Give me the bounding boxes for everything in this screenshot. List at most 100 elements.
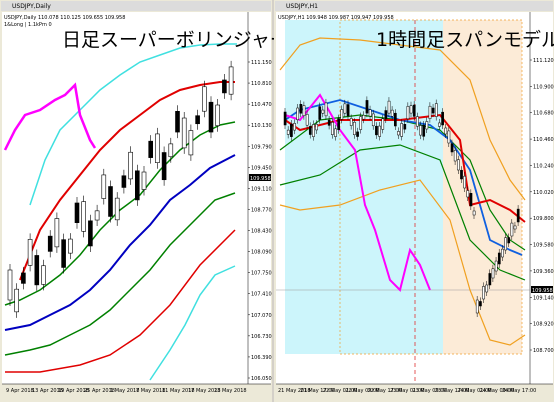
candle bbox=[397, 131, 400, 136]
candle bbox=[54, 218, 60, 248]
candle bbox=[371, 113, 375, 127]
candle bbox=[290, 123, 293, 137]
candle bbox=[148, 140, 153, 158]
candle bbox=[447, 130, 451, 144]
candle bbox=[425, 121, 429, 130]
candle bbox=[434, 103, 438, 117]
candle bbox=[34, 255, 40, 286]
candle bbox=[400, 123, 403, 137]
candle bbox=[479, 301, 482, 307]
candle bbox=[416, 116, 419, 127]
price-label: 110.470 bbox=[251, 102, 272, 108]
current-price-box bbox=[249, 174, 271, 181]
candle bbox=[466, 190, 470, 198]
candle bbox=[175, 110, 180, 133]
price-label: 108.920 bbox=[533, 322, 554, 328]
candle bbox=[135, 170, 140, 201]
price-axis bbox=[248, 12, 271, 384]
candle bbox=[202, 86, 207, 112]
overlay-title: 1時間足スパンモデル bbox=[376, 29, 554, 51]
date-label: 23 May 09:00 bbox=[412, 388, 446, 394]
candle bbox=[359, 116, 363, 130]
price-label: 110.460 bbox=[533, 137, 554, 143]
current-price: 109.958 bbox=[532, 288, 553, 294]
candle bbox=[441, 111, 444, 126]
price-label: 110.680 bbox=[533, 111, 554, 117]
candle bbox=[384, 110, 388, 120]
price-label: 107.410 bbox=[251, 292, 272, 298]
candle bbox=[501, 248, 504, 258]
candle bbox=[27, 239, 33, 266]
candle bbox=[308, 126, 312, 135]
candle bbox=[228, 66, 234, 95]
price-label: 107.070 bbox=[251, 313, 272, 319]
candle bbox=[463, 175, 466, 189]
candle bbox=[457, 159, 460, 171]
cloud-region bbox=[443, 20, 522, 354]
candle bbox=[349, 118, 353, 126]
candle bbox=[365, 100, 369, 114]
candle bbox=[504, 237, 507, 251]
current-price-box bbox=[531, 286, 553, 293]
price-label: 110.240 bbox=[533, 163, 554, 169]
candle bbox=[215, 104, 220, 126]
price-label: 107.750 bbox=[251, 271, 272, 277]
indicator-info: 1&Long | 1.1kPrn 0 bbox=[4, 22, 52, 28]
candle bbox=[378, 125, 381, 137]
candle bbox=[472, 210, 476, 216]
candle bbox=[507, 237, 511, 244]
candle bbox=[340, 109, 344, 120]
candle bbox=[168, 143, 174, 158]
date-label: 21 May 17:00 bbox=[300, 388, 334, 394]
candle bbox=[296, 107, 300, 120]
candle bbox=[460, 169, 463, 180]
candle bbox=[488, 273, 492, 286]
price-label: 108.430 bbox=[251, 229, 272, 235]
candle bbox=[327, 119, 331, 126]
bands bbox=[3, 43, 237, 381]
candle bbox=[356, 131, 359, 137]
candle bbox=[208, 101, 214, 133]
candle bbox=[516, 208, 520, 223]
window-title: USDJPY,Daily bbox=[12, 3, 51, 10]
candle bbox=[444, 127, 448, 135]
candle bbox=[68, 238, 73, 254]
candle bbox=[161, 152, 167, 181]
price-label: 109.110 bbox=[251, 186, 272, 192]
chart-info: USDJPY,Daily 110.078 110.125 109.655 109… bbox=[4, 15, 125, 21]
window-title: USDJPY,H1 bbox=[286, 3, 318, 10]
candle bbox=[114, 197, 120, 221]
candle bbox=[475, 299, 479, 314]
candle bbox=[141, 171, 147, 190]
candle bbox=[428, 105, 432, 119]
candle bbox=[497, 252, 501, 265]
candle bbox=[334, 128, 337, 137]
chart-area bbox=[2, 12, 248, 384]
price-label: 110.900 bbox=[533, 84, 554, 90]
cloud-region bbox=[285, 20, 443, 354]
candle bbox=[7, 269, 13, 301]
title-bar[interactable] bbox=[1, 1, 271, 11]
date-label: 11 May 2018 bbox=[162, 388, 195, 394]
price-label: 109.580 bbox=[533, 243, 554, 249]
chart-info: USDJPY,H1 109.948 109.987 109.947 109.95… bbox=[278, 15, 394, 21]
candle bbox=[318, 106, 322, 120]
candle bbox=[21, 272, 26, 284]
title-bar[interactable] bbox=[275, 1, 553, 11]
candle bbox=[469, 193, 473, 207]
candle bbox=[47, 235, 53, 252]
date-label: 9 Apr 2018 bbox=[6, 388, 34, 394]
candle bbox=[387, 100, 391, 114]
date-label: 23 May 01:00 bbox=[390, 388, 424, 394]
price-label: 109.360 bbox=[533, 269, 554, 275]
candle bbox=[283, 111, 287, 126]
candle bbox=[450, 143, 454, 153]
candle bbox=[513, 225, 517, 230]
candle bbox=[293, 123, 296, 131]
date-label: 24 May 09:00 bbox=[480, 388, 514, 394]
candle bbox=[14, 288, 19, 313]
price-axis bbox=[530, 12, 553, 384]
candles bbox=[283, 96, 520, 317]
candle bbox=[41, 265, 46, 285]
date-label: 1 May 2018 bbox=[110, 388, 139, 394]
